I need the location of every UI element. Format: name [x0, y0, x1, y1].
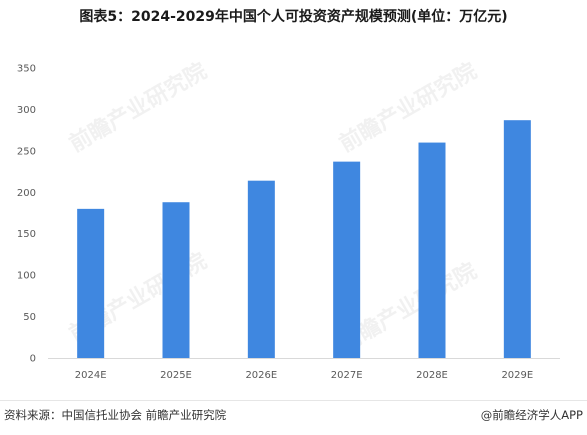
y-tick-label: 350	[17, 64, 36, 75]
y-tick-label: 300	[17, 105, 36, 116]
x-tick-label: 2026E	[245, 370, 277, 381]
bar	[418, 142, 446, 358]
bar-chart: 0 50 100 150 200 250 300 350 2024E 2025E 2026E 2027…	[17, 64, 560, 381]
chart-title: 图表5：2024-2029年中国个人可投资资产规模预测(单位：万亿元)	[79, 9, 508, 25]
bar	[503, 120, 531, 358]
y-tick-label: 100	[17, 271, 36, 282]
footer: 资料来源：中国信托业协会 前瞻产业研究院 @前瞻经济学人APP	[0, 400, 587, 435]
source-note: 资料来源：中国信托业协会 前瞻产业研究院	[4, 408, 227, 422]
bar	[162, 202, 190, 358]
y-tick-label: 250	[17, 146, 36, 157]
x-tick-label: 2027E	[331, 370, 363, 381]
credit-note: @前瞻经济学人APP	[480, 408, 583, 422]
x-tick-label: 2025E	[160, 370, 192, 381]
bar	[333, 161, 361, 358]
x-tick-label: 2028E	[416, 370, 448, 381]
y-tick-label: 200	[17, 188, 36, 199]
x-tick-label: 2029E	[501, 370, 533, 381]
y-tick-label: 150	[17, 229, 36, 240]
bar	[77, 208, 105, 358]
bar	[247, 180, 275, 358]
x-tick-label: 2024E	[75, 370, 107, 381]
y-tick-label: 50	[23, 312, 36, 323]
y-tick-label: 0	[30, 354, 36, 365]
